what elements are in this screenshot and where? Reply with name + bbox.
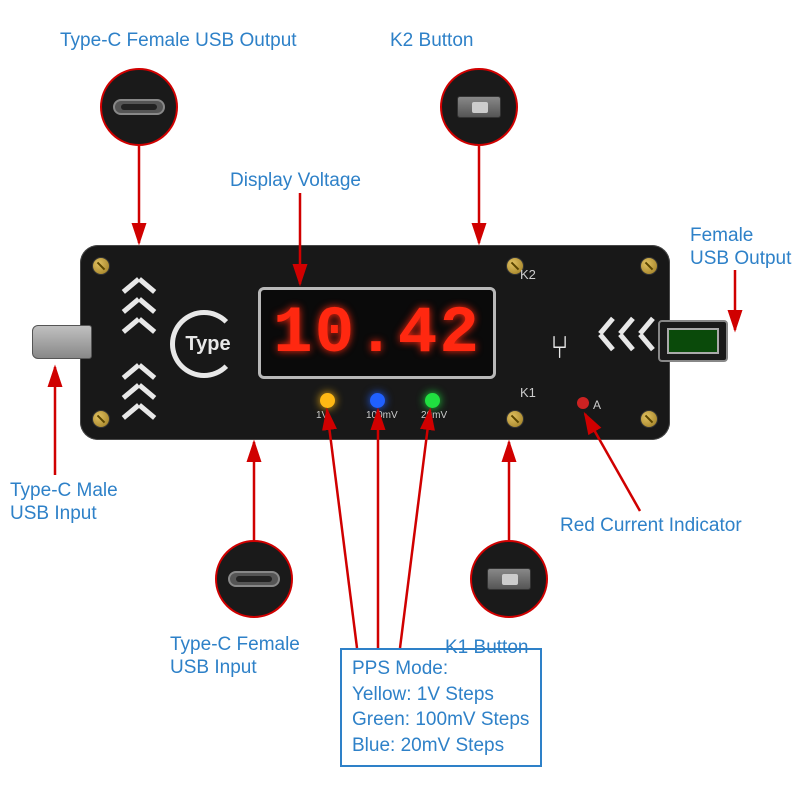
usba-female-port [658, 320, 728, 362]
usbc-male-plug [32, 325, 92, 359]
led-label: 1V [316, 410, 328, 421]
pps-mode-box: PPS Mode: Yellow: 1V Steps Green: 100mV … [340, 648, 542, 767]
k2-silk-label: K2 [520, 267, 536, 282]
seven-segment-display: 10.42 [258, 287, 496, 379]
device-body: Type 10.42 K2 K1 ⑂ A 1V 100mV 20mV [80, 245, 670, 440]
led-label: 100mV [366, 410, 398, 421]
label-red-current: Red Current Indicator [560, 515, 742, 538]
label-k2-button: K2 Button [390, 30, 473, 53]
k1-silk-label: K1 [520, 385, 536, 400]
chevrons-up-bottom [122, 363, 156, 420]
logo-text: Type [185, 333, 230, 356]
screw-icon [92, 257, 110, 275]
screw-icon [640, 410, 658, 428]
type-c-logo: Type [170, 310, 238, 378]
label-typec-male-input: Type-C Male USB Input [10, 480, 118, 526]
led-indicator [370, 393, 385, 408]
chevrons-right [598, 317, 655, 351]
callout-typec-female-input [215, 540, 293, 618]
label-display-voltage: Display Voltage [230, 170, 361, 193]
label-typec-female-input: Type-C Female USB Input [170, 634, 300, 680]
callout-k2-button [440, 68, 518, 146]
label-typec-female-output: Type-C Female USB Output [60, 30, 297, 53]
callout-k1-button [470, 540, 548, 618]
usb-icon: ⑂ [550, 329, 569, 366]
led-indicator [320, 393, 335, 408]
a-silk-label: A [593, 398, 601, 412]
screw-icon [92, 410, 110, 428]
screw-icon [640, 257, 658, 275]
red-indicator-dot [577, 397, 589, 409]
led-label: 20mV [421, 410, 447, 421]
led-indicator [425, 393, 440, 408]
chevrons-up-top [122, 277, 156, 334]
label-female-usb-output: Female USB Output [690, 225, 791, 271]
screw-icon [506, 410, 524, 428]
callout-typec-female-output [100, 68, 178, 146]
